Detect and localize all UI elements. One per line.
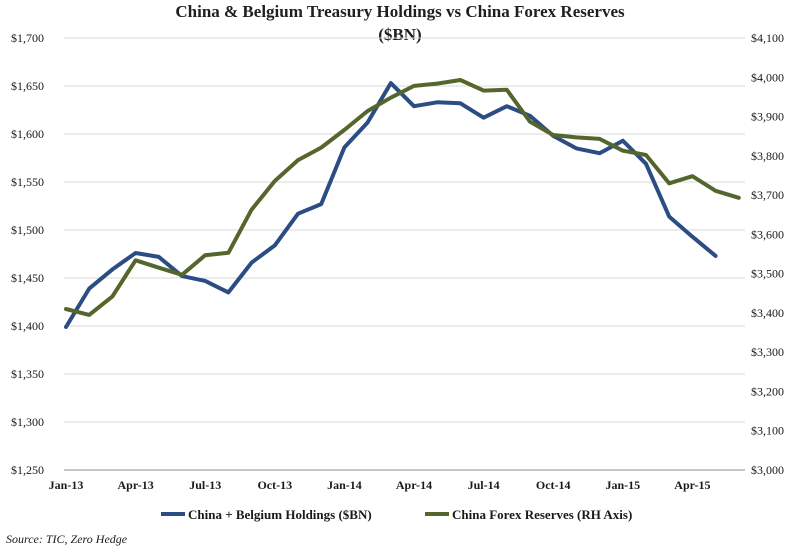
right-tick-label: $3,000 [751,463,784,477]
left-tick-label: $1,400 [11,319,44,333]
x-tick-label: Jan-14 [327,478,362,492]
left-tick-label: $1,300 [11,415,44,429]
legend-label-holdings: China + Belgium Holdings ($BN) [188,507,372,522]
right-tick-label: $4,100 [751,31,784,45]
x-tick-label: Apr-14 [396,478,432,492]
left-tick-label: $1,550 [11,175,44,189]
right-tick-label: $3,700 [751,188,784,202]
right-axis: $3,000 $3,100 $3,200 $3,300 $3,400 $3,500 $3,6… [751,31,784,477]
legend-label-reserves: China Forex Reserves (RH Axis) [452,507,632,522]
chart-subtitle: ($BN) [378,25,421,44]
left-axis: $1,250 $1,300 $1,350 $1,400 $1,450 $1,500 $1,5… [11,31,44,477]
x-axis: Jan-13 Apr-13 Jul-13 Oct-13 Jan-14 Apr-14 Jul-… [49,469,745,492]
right-tick-label: $3,100 [751,424,784,438]
left-tick-label: $1,600 [11,127,44,141]
series-layer [64,78,741,329]
left-tick-label: $1,350 [11,367,44,381]
right-tick-label: $3,900 [751,110,784,124]
left-tick-label: $1,500 [11,223,44,237]
series-line-holdings [64,81,718,329]
chart-title: China & Belgium Treasury Holdings vs Chi… [175,2,625,21]
legend: China + Belgium Holdings ($BN) China For… [161,507,632,522]
left-tick-label: $1,450 [11,271,44,285]
left-tick-label: $1,650 [11,79,44,93]
right-tick-label: $3,300 [751,345,784,359]
right-tick-label: $4,000 [751,70,784,84]
source-note: Source: TIC, Zero Hedge [6,532,128,546]
x-tick-label: Apr-15 [674,478,710,492]
x-tick-label: Oct-14 [536,478,571,492]
left-tick-label: $1,250 [11,463,44,477]
x-tick-label: Jan-15 [605,478,640,492]
series-line-reserves [64,78,741,317]
right-tick-label: $3,800 [751,149,784,163]
x-tick-label: Apr-13 [117,478,153,492]
left-tick-label: $1,700 [11,31,44,45]
x-tick-label: Jul-14 [468,478,500,492]
right-tick-label: $3,400 [751,306,784,320]
right-tick-label: $3,200 [751,384,784,398]
right-tick-label: $3,500 [751,267,784,281]
gridlines [64,37,745,471]
right-tick-label: $3,600 [751,227,784,241]
x-tick-label: Jan-13 [49,478,84,492]
x-tick-label: Jul-13 [189,478,221,492]
x-tick-label: Oct-13 [257,478,292,492]
